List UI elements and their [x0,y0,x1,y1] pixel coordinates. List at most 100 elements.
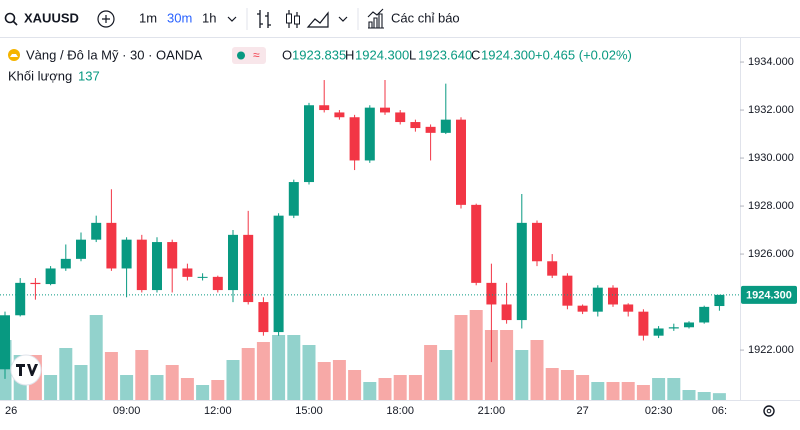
candle-body [562,275,573,306]
candle-body [395,112,406,123]
volume-bar [348,370,362,400]
volume-bar [469,310,483,400]
settings-button[interactable] [763,405,775,417]
volume-bar [135,350,149,400]
candle-body [592,287,603,312]
interval-30m[interactable]: 30m [167,10,192,25]
volume-bar [302,345,316,400]
volume-bar [500,330,514,400]
candle-body [182,268,193,277]
search-icon-handle [12,20,18,26]
x-tick-label: 02:30 [645,405,673,417]
volume-bar [591,382,605,400]
tv-logo-badge [10,354,42,386]
y-tick-label: 1930.000 [748,152,794,164]
y-tick-label: 1928.000 [748,200,794,212]
volume-bar [424,345,438,400]
candle-body [0,315,10,370]
close-value: 1924.300 [481,47,535,62]
area-style-icon[interactable] [306,11,329,28]
candle-body [121,239,132,269]
instrument: Vàng / Đô la Mỹ · 30 · OANDA [26,47,203,62]
x-tick-label: 15:00 [295,405,323,417]
volume-bar [697,392,711,400]
indicators-button[interactable]: Các chỉ báo [391,10,460,25]
volume-bar [454,315,468,400]
candle-body [577,305,588,312]
candle-body [486,282,497,305]
last-price-label: 1924.300 [746,289,792,301]
volume-bar [211,380,225,400]
volume-bar [74,365,88,400]
open-label: O [282,47,292,62]
candle-body [106,222,117,269]
candle-body [319,105,330,111]
interval-1h[interactable]: 1h [202,10,216,25]
volume-bar [180,378,194,400]
settings-icon[interactable] [763,405,775,417]
symbol[interactable]: XAUUSD [24,10,79,25]
interval-1m[interactable]: 1m [139,10,157,25]
volume-bar [560,370,574,400]
x-tick-label: 09:00 [113,405,141,417]
gold-icon-bar [10,54,18,57]
candle-style-body [286,13,292,24]
market-open-dot [237,51,245,60]
candle-body [212,276,223,291]
y-tick-label: 1926.000 [748,248,794,260]
candle-body [410,122,421,129]
volume-bar [545,368,559,400]
y-tick-label: 1932.000 [748,104,794,116]
indicators-icon[interactable] [367,8,384,29]
volume-bar [621,382,635,400]
candle-body [228,234,238,291]
volume-bar [165,365,179,400]
candle-body [714,294,725,307]
x-tick-label: 21:00 [478,405,506,417]
candle-body [152,242,162,291]
y-tick-label: 1922.000 [748,344,794,356]
x-tick-label: 18:00 [386,405,414,417]
bar-style-icon[interactable] [257,10,271,28]
volume-bar [44,375,58,400]
plot: 1922.000 1926.000 1928.000 1930.000 1932.000… [0,56,797,417]
volume-bar [530,340,544,400]
candle-body [288,182,299,216]
volume-bar [515,350,529,400]
settings-icon-core [766,408,772,414]
volume-bar [332,360,346,400]
interval-dropdown[interactable] [227,16,237,22]
volume-bar [484,330,498,400]
legend: Vàng / Đô la Mỹ · 30 · OANDA ≈ O 1923.83… [8,47,632,83]
candle-body [532,222,542,262]
candle-body [364,107,375,161]
volume-bar [712,393,726,400]
candle-body [91,222,102,240]
candle-body [136,239,147,291]
volume-bar [104,352,118,400]
candle-body [456,119,466,205]
open-value: 1923.835 [292,47,346,62]
style-dropdown[interactable] [338,16,348,22]
search-icon[interactable] [4,12,16,24]
candle-body [197,276,208,278]
low-label: L [409,47,416,62]
volume-bar [682,390,696,400]
volume-value: 137 [78,68,100,83]
candle-body [258,302,269,333]
candle-body [501,304,512,321]
x-tick-label: 12:00 [204,405,232,417]
volume-label: Khối lượng [8,68,72,83]
volume-bar [59,348,73,400]
candle-body [60,258,71,269]
volume-bar [652,378,666,400]
volume-bar [576,375,590,400]
compare-button[interactable] [97,10,115,28]
toolbar: XAUUSD 1m 30m 1h Các chỉ báo [4,8,460,30]
candle-body [349,117,360,161]
volume-bar [636,385,650,400]
volume-bar [241,348,255,400]
tv-logo-mark [16,364,38,376]
x-tick-label: 06: [712,405,727,417]
